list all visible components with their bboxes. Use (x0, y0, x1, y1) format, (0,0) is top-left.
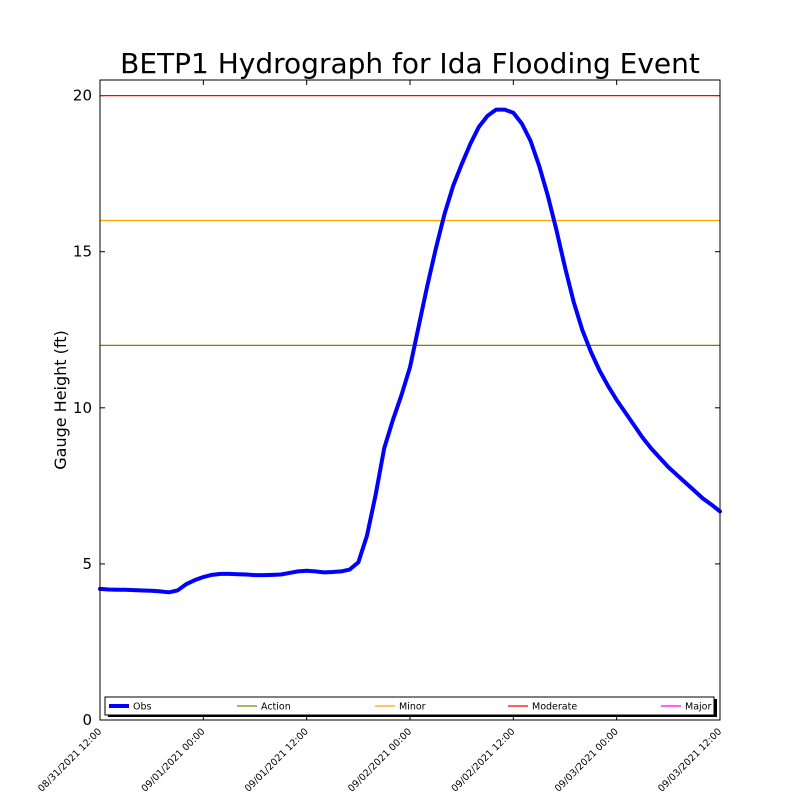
y-tick-label: 5 (82, 555, 92, 573)
legend-label-minor: Minor (399, 702, 426, 713)
plot-frame (99, 79, 721, 721)
y-axis-label: Gauge Height (ft) (51, 330, 70, 470)
legend-box (104, 696, 715, 716)
x-tick-label: 09/03/2021 00:00 (553, 726, 621, 794)
legend-label-action: Action (261, 702, 291, 713)
y-tick-label: 0 (82, 711, 92, 729)
legend-label-major: Major (685, 702, 711, 713)
x-tick-label: 09/02/2021 12:00 (449, 726, 517, 794)
y-tick-label: 15 (73, 243, 92, 261)
plot-area: 0 5 10 15 20 08/31/2021 12:00 09/01/2021 00:00… (36, 80, 724, 794)
series-line-obs (98, 107, 722, 595)
x-tick-label: 08/31/2021 12:00 (36, 726, 104, 794)
x-tick-label: 09/03/2021 12:00 (656, 726, 724, 794)
chart-title: BETP1 Hydrograph for Ida Flooding Event (120, 47, 700, 80)
legend: Obs Action Minor Moderate Major (104, 696, 717, 717)
y-tick-label: 10 (73, 399, 92, 417)
legend-label-obs: Obs (133, 702, 152, 713)
x-tick-label: 09/01/2021 12:00 (243, 726, 311, 794)
y-tick-label: 20 (73, 87, 92, 105)
x-tick-label: 09/02/2021 00:00 (346, 726, 414, 794)
legend-label-moderate: Moderate (532, 702, 577, 713)
x-tick-label: 09/01/2021 00:00 (139, 726, 207, 794)
